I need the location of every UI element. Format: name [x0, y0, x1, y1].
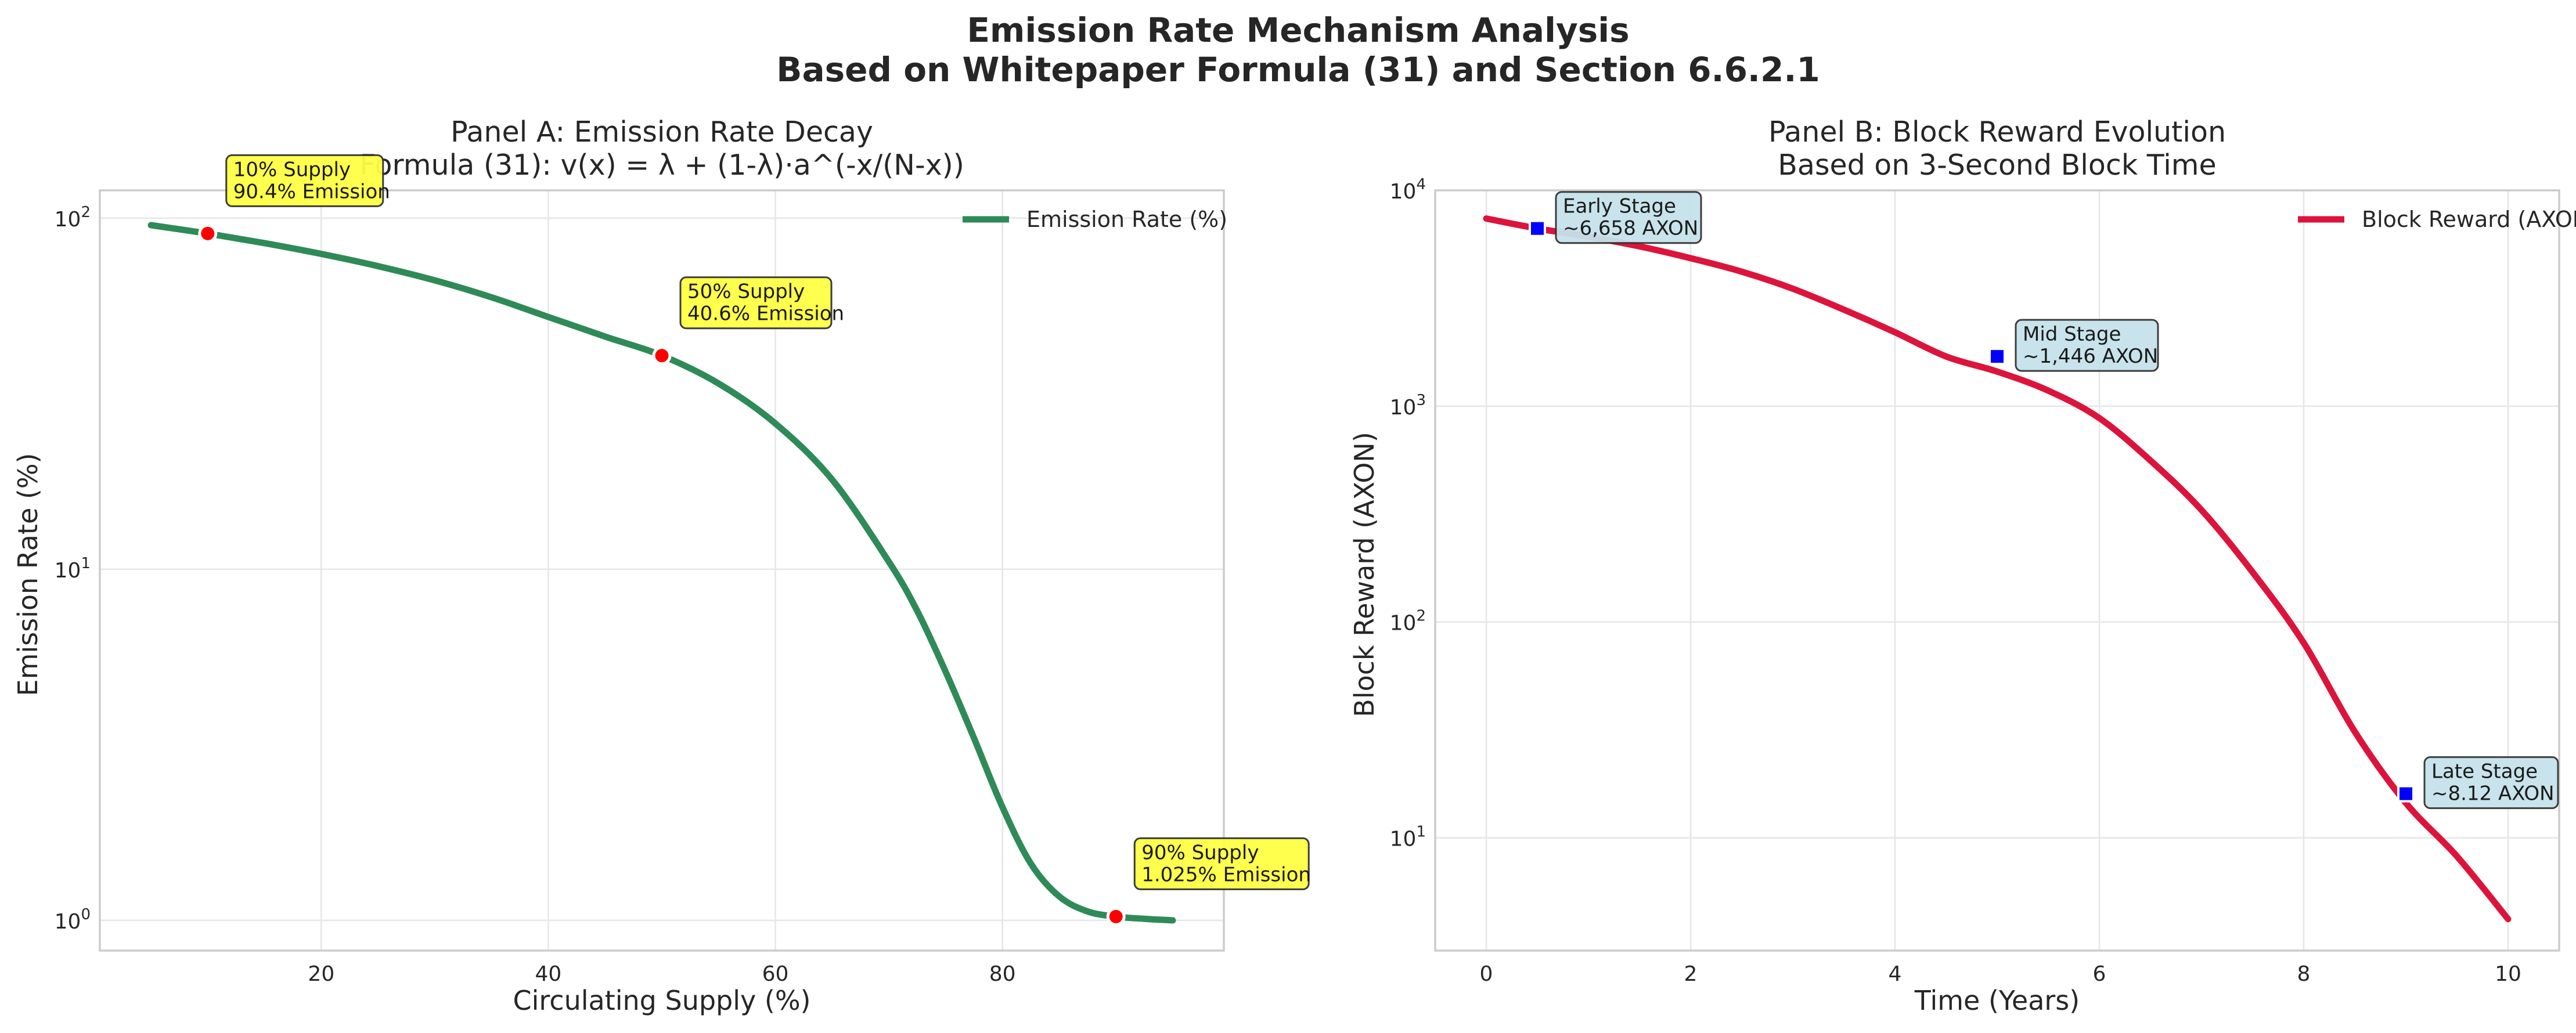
panel-a-highlight-point — [652, 346, 672, 366]
panel-b-title-line1: Panel B: Block Reward Evolution — [1768, 115, 2226, 149]
panel-b-annotation-line2: ~6,658 AXON — [1563, 217, 1698, 240]
panel-a-x-tick-label: 60 — [762, 962, 789, 986]
panel-a-annotation-line1: 10% Supply — [233, 158, 351, 181]
panel-b-x-tick-label: 8 — [2297, 962, 2311, 986]
panel-a-annotation-box — [225, 154, 384, 207]
panel-b-annotation-line1: Late Stage — [2431, 760, 2538, 783]
panel-b-legend-label: Block Reward (AXON) — [2362, 207, 2576, 232]
panel-b-y-tick-label: 103 — [1390, 392, 1426, 420]
panel-a-annotation-box — [679, 276, 833, 330]
panel-a-y-tick-label: 100 — [55, 906, 91, 934]
panel-b-annotation-line1: Early Stage — [1563, 195, 1676, 218]
panel-b-highlight-point — [1529, 219, 1546, 237]
panel-b-title-line2: Based on 3-Second Block Time — [1778, 149, 2216, 182]
panel-a-y-tick-label: 102 — [55, 204, 91, 232]
panel-a-annotation-line2: 40.6% Emission — [687, 302, 844, 326]
panel-b-y-axis-label: Block Reward (AXON) — [1349, 432, 1380, 717]
panel-b-x-tick-label: 2 — [1684, 962, 1698, 986]
panel-b-annotation-box — [2423, 756, 2559, 810]
panel-b-annotation-line1: Mid Stage — [2023, 323, 2121, 346]
panel-b-annotation-line2: ~1,446 AXON — [2023, 345, 2158, 368]
panel-b-annotation-line2: ~8.12 AXON — [2431, 782, 2555, 806]
panel-a-x-tick-label: 40 — [535, 962, 562, 986]
panel-a-annotation-box — [1133, 837, 1310, 890]
panel-b-y-tick-label: 104 — [1390, 176, 1426, 204]
panel-b-y-tick-label: 101 — [1390, 823, 1426, 851]
panel-b-y-tick-label: 102 — [1390, 608, 1426, 635]
panel-b-series-line — [1483, 215, 2512, 923]
panel-a-annotation-line2: 90.4% Emission — [233, 180, 390, 203]
panel-b-x-axis-label: Time (Years) — [1914, 985, 2080, 1016]
panel-b-annotation-box — [2015, 319, 2159, 372]
panel-a-annotation-line2: 1.025% Emission — [1141, 863, 1311, 886]
panel-a-series-line — [147, 222, 1176, 924]
panel-a-legend-label: Emission Rate (%) — [1026, 207, 1227, 232]
panel-a-title-line2: Formula (31): v(x) = λ + (1-λ)·a^(-x/(N-… — [359, 149, 964, 182]
panel-b-annotation-box — [1555, 191, 1702, 244]
figure-title-line1: Emission Rate Mechanism Analysis — [967, 10, 1629, 50]
panel-b-highlight-point — [2397, 785, 2415, 803]
panel-a-x-tick-label: 20 — [308, 962, 334, 986]
panel-b-x-tick-label: 6 — [2093, 962, 2106, 986]
panel-a-highlight-point — [1106, 906, 1126, 926]
panel-b-plot-frame — [1434, 189, 2560, 952]
panel-a: Panel A: Emission Rate Decay Formula (31… — [12, 115, 1311, 1016]
panel-a-highlight-point — [198, 223, 218, 243]
panel-b-x-tick-label: 4 — [1889, 962, 1902, 986]
panel-b: Panel B: Block Reward Evolution Based on… — [1349, 115, 2576, 1016]
panel-a-annotation-line1: 50% Supply — [687, 280, 805, 304]
panel-a-y-tick-label: 101 — [55, 555, 91, 583]
panel-a-plot-frame — [99, 189, 1225, 952]
panel-a-annotation-line1: 90% Supply — [1141, 841, 1259, 864]
panel-a-x-tick-label: 80 — [989, 962, 1016, 986]
figure-title-line2: Based on Whitepaper Formula (31) and Sec… — [776, 50, 1820, 89]
panel-b-highlight-point — [1988, 348, 2006, 366]
panel-a-title-line1: Panel A: Emission Rate Decay — [451, 115, 873, 149]
panel-a-x-axis-label: Circulating Supply (%) — [513, 985, 811, 1016]
panel-b-x-tick-label: 10 — [2495, 962, 2521, 986]
panel-b-x-tick-label: 0 — [1480, 962, 1493, 986]
panel-a-y-axis-label: Emission Rate (%) — [12, 453, 44, 696]
